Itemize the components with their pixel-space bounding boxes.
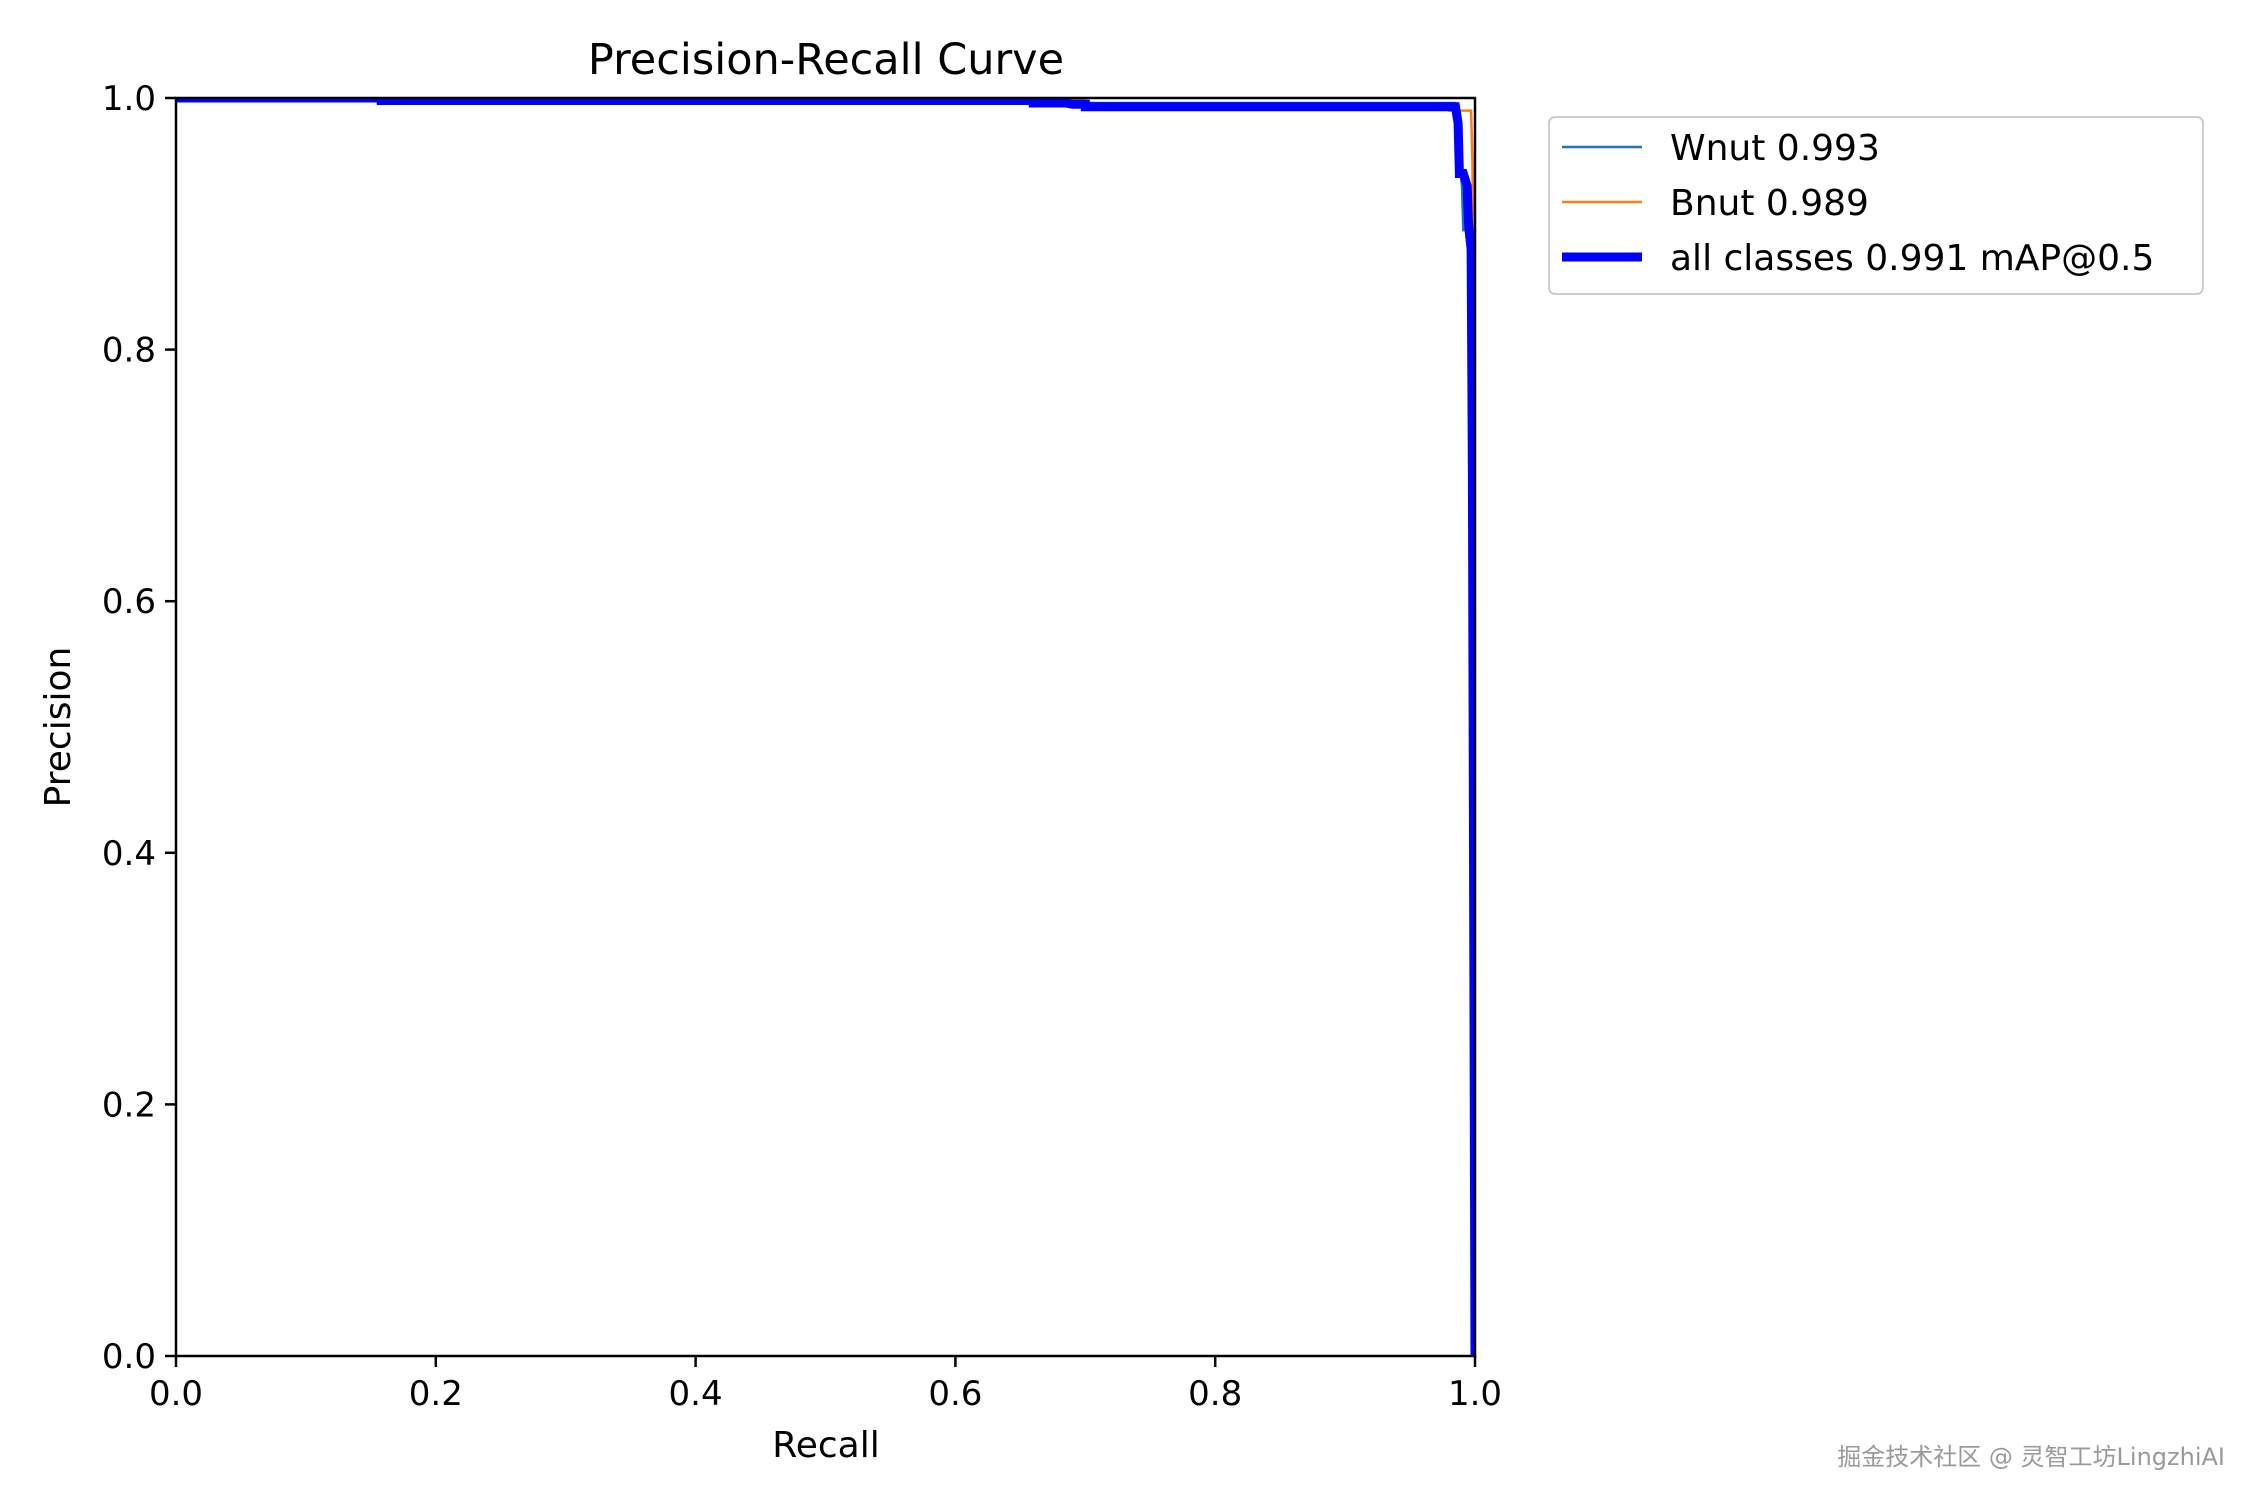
y-tick-label: 0.6 [102,582,156,622]
legend: Wnut 0.993 Bnut 0.989 all classes 0.991 mA… [1548,116,2204,295]
series-line-0 [176,98,1475,1356]
chart-title: Precision-Recall Curve [588,35,1064,85]
y-tick-label: 0.4 [102,834,156,874]
legend-box [1548,116,2204,295]
legend-label-1: Bnut 0.989 [1670,183,1869,224]
series-line-2 [176,98,1475,1356]
x-tick-label: 0.4 [669,1374,723,1414]
x-tick-label: 0.6 [928,1374,982,1414]
watermark: 掘金技术社区 @ 灵智工坊LingzhiAI [1837,1443,2225,1471]
x-axis-label: Recall [772,1425,879,1466]
x-tick-label: 0.0 [149,1374,203,1414]
plot-frame [174,96,1477,1358]
y-tick-label: 0.8 [102,331,156,371]
series-line-1 [176,98,1475,1356]
x-tick-label: 0.2 [409,1374,463,1414]
x-tick-label: 1.0 [1448,1374,1502,1414]
y-tick-label: 1.0 [102,79,156,119]
y-axis-label: Precision [38,647,79,808]
legend-label-2: all classes 0.991 mAP@0.5 [1670,238,2154,279]
x-tick-label: 0.8 [1188,1374,1242,1414]
y-tick-label: 0.0 [102,1337,156,1377]
legend-label-0: Wnut 0.993 [1670,128,1880,169]
y-tick-label: 0.2 [102,1085,156,1125]
